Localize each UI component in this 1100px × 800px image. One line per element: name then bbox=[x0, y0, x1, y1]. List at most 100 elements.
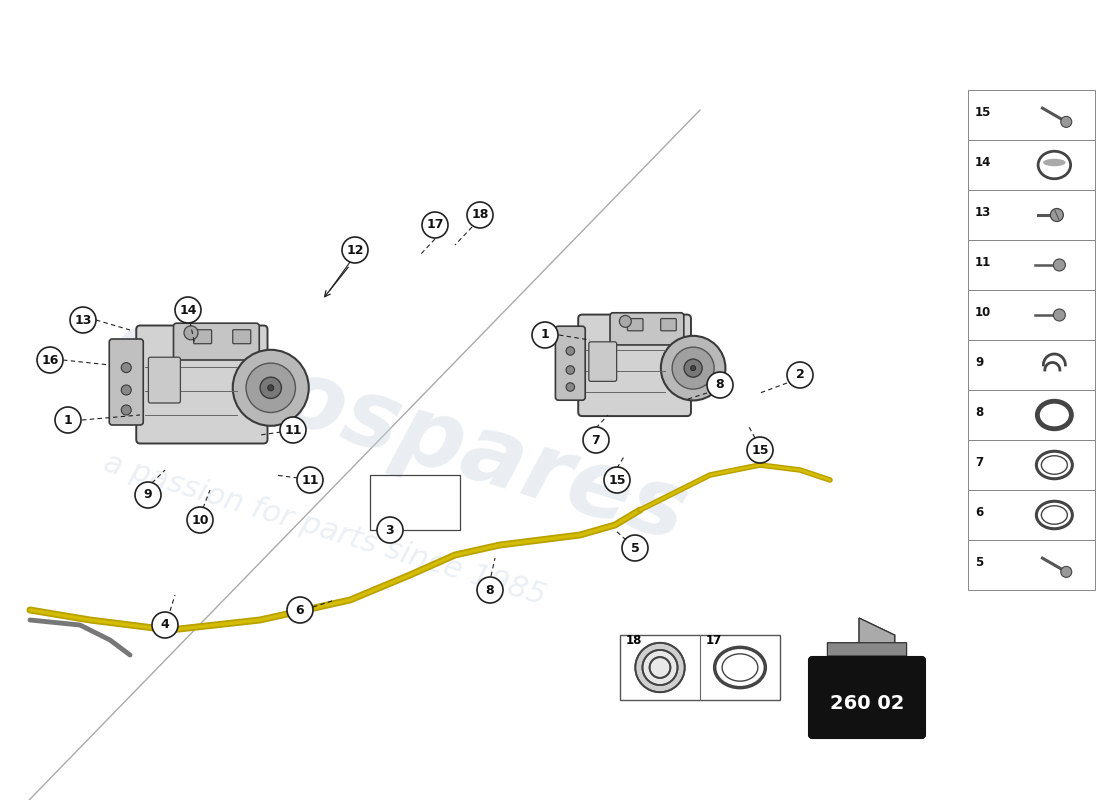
Circle shape bbox=[70, 307, 96, 333]
Circle shape bbox=[642, 650, 678, 685]
Circle shape bbox=[246, 363, 296, 413]
Text: 17: 17 bbox=[427, 218, 443, 231]
Circle shape bbox=[566, 346, 574, 355]
Bar bbox=[968, 290, 1094, 340]
FancyBboxPatch shape bbox=[136, 326, 267, 443]
Text: 8: 8 bbox=[975, 406, 983, 419]
Circle shape bbox=[566, 382, 574, 391]
Circle shape bbox=[55, 407, 81, 433]
Circle shape bbox=[121, 362, 131, 373]
Bar bbox=[968, 390, 1094, 440]
Circle shape bbox=[786, 362, 813, 388]
Text: 14: 14 bbox=[975, 156, 991, 169]
Polygon shape bbox=[859, 618, 894, 642]
Circle shape bbox=[297, 467, 323, 493]
Bar bbox=[968, 90, 1094, 140]
FancyBboxPatch shape bbox=[148, 357, 180, 403]
Text: 260 02: 260 02 bbox=[829, 694, 904, 713]
Text: 16: 16 bbox=[42, 354, 58, 366]
Circle shape bbox=[672, 347, 714, 389]
Text: 9: 9 bbox=[144, 489, 152, 502]
Text: 15: 15 bbox=[975, 106, 991, 119]
Bar bbox=[620, 635, 780, 700]
Text: 5: 5 bbox=[975, 556, 983, 569]
Bar bbox=[968, 540, 1094, 590]
Bar bbox=[968, 490, 1094, 540]
Circle shape bbox=[267, 385, 274, 391]
Bar bbox=[968, 440, 1094, 490]
Bar bbox=[968, 190, 1094, 240]
FancyBboxPatch shape bbox=[808, 657, 925, 738]
Polygon shape bbox=[827, 618, 906, 656]
Circle shape bbox=[621, 535, 648, 561]
Circle shape bbox=[342, 237, 369, 263]
Text: 6: 6 bbox=[296, 603, 305, 617]
FancyBboxPatch shape bbox=[579, 314, 691, 416]
Text: 11: 11 bbox=[975, 256, 991, 269]
Circle shape bbox=[121, 385, 131, 395]
Bar bbox=[968, 240, 1094, 290]
FancyBboxPatch shape bbox=[174, 323, 260, 360]
Text: 5: 5 bbox=[630, 542, 639, 554]
Bar bbox=[968, 140, 1094, 190]
Text: 14: 14 bbox=[179, 303, 197, 317]
Circle shape bbox=[747, 437, 773, 463]
Circle shape bbox=[175, 297, 201, 323]
Circle shape bbox=[477, 577, 503, 603]
Text: 9: 9 bbox=[975, 356, 983, 369]
FancyBboxPatch shape bbox=[610, 313, 684, 345]
Ellipse shape bbox=[1043, 158, 1066, 166]
Text: 17: 17 bbox=[706, 634, 723, 647]
Circle shape bbox=[532, 322, 558, 348]
FancyBboxPatch shape bbox=[627, 318, 644, 330]
Circle shape bbox=[604, 467, 630, 493]
Text: 3: 3 bbox=[386, 523, 394, 537]
Bar bbox=[968, 340, 1094, 390]
Circle shape bbox=[691, 366, 695, 370]
Circle shape bbox=[707, 372, 733, 398]
Text: 12: 12 bbox=[346, 243, 364, 257]
FancyBboxPatch shape bbox=[588, 342, 617, 382]
Circle shape bbox=[233, 350, 309, 426]
Text: 10: 10 bbox=[191, 514, 209, 526]
Text: a passion for parts since 1985: a passion for parts since 1985 bbox=[100, 449, 549, 611]
Circle shape bbox=[468, 202, 493, 228]
FancyBboxPatch shape bbox=[194, 330, 211, 344]
Text: 13: 13 bbox=[75, 314, 91, 326]
Circle shape bbox=[184, 326, 198, 340]
Circle shape bbox=[135, 482, 161, 508]
Text: 1: 1 bbox=[540, 329, 549, 342]
Bar bbox=[370, 475, 460, 530]
Circle shape bbox=[1054, 259, 1066, 271]
Circle shape bbox=[37, 347, 63, 373]
Circle shape bbox=[566, 366, 574, 374]
Circle shape bbox=[422, 212, 448, 238]
FancyBboxPatch shape bbox=[109, 339, 143, 425]
Text: 10: 10 bbox=[975, 306, 991, 319]
Text: 1: 1 bbox=[64, 414, 73, 426]
Circle shape bbox=[187, 507, 213, 533]
Circle shape bbox=[280, 417, 306, 443]
Text: eurospares: eurospares bbox=[100, 298, 699, 562]
Text: 7: 7 bbox=[592, 434, 601, 446]
Circle shape bbox=[1054, 309, 1066, 321]
Text: 18: 18 bbox=[626, 634, 642, 647]
Circle shape bbox=[287, 597, 314, 623]
FancyBboxPatch shape bbox=[661, 318, 676, 330]
Text: 8: 8 bbox=[486, 583, 494, 597]
Circle shape bbox=[636, 643, 684, 692]
Circle shape bbox=[1060, 116, 1071, 127]
Circle shape bbox=[619, 315, 631, 327]
Text: 15: 15 bbox=[751, 443, 769, 457]
Text: 2: 2 bbox=[795, 369, 804, 382]
Circle shape bbox=[152, 612, 178, 638]
Text: 15: 15 bbox=[608, 474, 626, 486]
FancyBboxPatch shape bbox=[556, 326, 585, 400]
Text: 11: 11 bbox=[301, 474, 319, 486]
Text: 6: 6 bbox=[975, 506, 983, 519]
Circle shape bbox=[1050, 209, 1064, 222]
Circle shape bbox=[377, 517, 403, 543]
Text: 8: 8 bbox=[716, 378, 724, 391]
Circle shape bbox=[121, 405, 131, 415]
Circle shape bbox=[684, 359, 702, 377]
